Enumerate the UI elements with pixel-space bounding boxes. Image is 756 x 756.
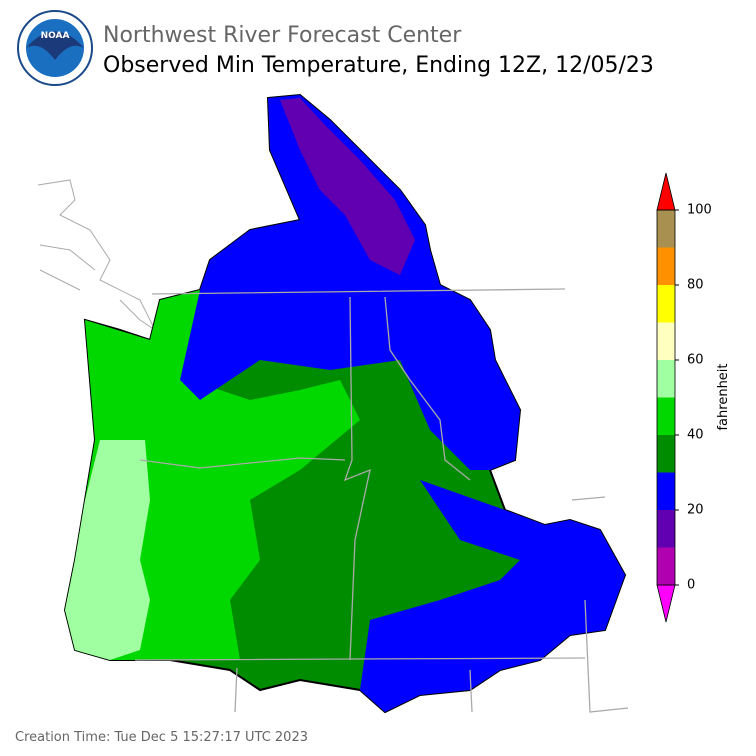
coastline	[37, 179, 157, 332]
coastal-area	[65, 440, 150, 660]
colorbar-bin	[657, 210, 675, 248]
map	[37, 93, 629, 714]
cold-area-east	[360, 480, 625, 712]
colorbar-frame	[656, 209, 676, 586]
colorbar-bin	[657, 322, 675, 360]
colorbar-tick-label: 60	[687, 353, 704, 368]
logo-bird	[26, 31, 84, 60]
noaa-logo: NOAA	[17, 10, 93, 86]
colorbar: 0 20 40 60 80 100	[656, 172, 712, 623]
colorbar-bin	[657, 397, 675, 435]
colorbar-bin	[657, 435, 675, 473]
colorbar-bin	[657, 247, 675, 285]
colorbar-label: fahrenheit	[716, 363, 731, 430]
colorbar-bin	[657, 285, 675, 323]
state-borders	[134, 288, 629, 713]
title: Northwest River Forecast Center	[103, 23, 462, 48]
colorbar-tick-label: 0	[687, 578, 695, 593]
coldest-area	[280, 98, 415, 275]
colorbar-bin	[657, 510, 675, 548]
logo-text: NOAA	[41, 31, 70, 41]
colorbar-over	[656, 172, 676, 211]
colorbar-bin	[657, 472, 675, 510]
colorbar-tick-label: 20	[687, 503, 704, 518]
colorbar-bin	[657, 547, 675, 585]
subtitle: Observed Min Temperature, Ending 12Z, 12…	[103, 53, 654, 78]
colorbar-tick-label: 40	[687, 428, 704, 443]
colorbar-tick-label: 80	[687, 278, 704, 293]
colorbar-under	[656, 584, 676, 623]
colorbar-tick-label: 100	[687, 203, 712, 218]
cold-area-north	[180, 95, 520, 470]
colorbar-bin	[657, 360, 675, 398]
creation-time: Creation Time: Tue Dec 5 15:27:17 UTC 20…	[15, 730, 308, 745]
